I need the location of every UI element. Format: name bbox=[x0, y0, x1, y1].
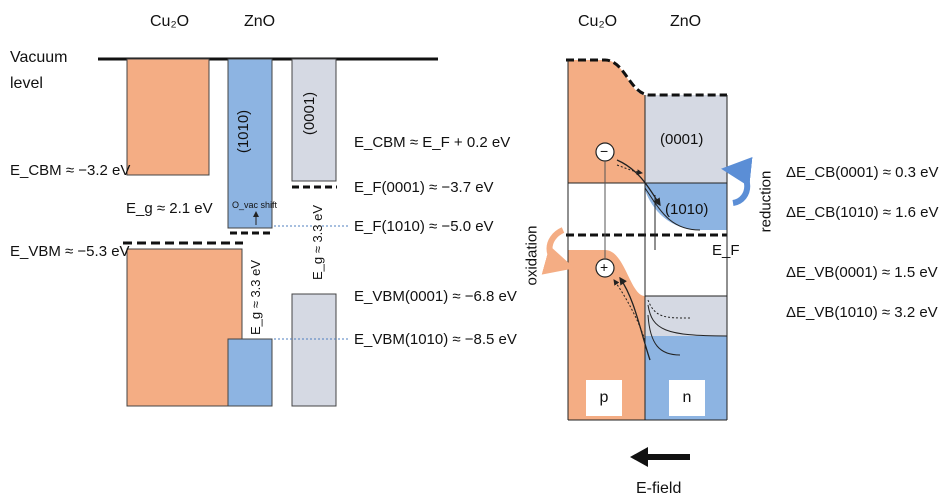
efield-label: E-field bbox=[636, 480, 682, 497]
ef-0001-label: E_F(0001) ≈ −3.7 eV bbox=[354, 179, 494, 196]
facet-0001-left: (0001) bbox=[301, 91, 319, 136]
left-cu2o-title: Cu₂O bbox=[150, 13, 190, 30]
oxidation-label: oxidation bbox=[523, 225, 541, 286]
right-facet-1010: (1010) bbox=[665, 201, 709, 218]
level-label: level bbox=[10, 75, 43, 92]
vb-bend-curve-1 bbox=[647, 299, 691, 319]
hole-sign: + bbox=[600, 259, 609, 275]
ecbm-label: E_CBM ≈ −3.2 eV bbox=[10, 162, 131, 179]
vb-bend-curve-2 bbox=[647, 304, 728, 337]
ecbm-zno-label: E_CBM ≈ E_F + 0.2 eV bbox=[354, 134, 511, 151]
cu2o-conduction-block bbox=[126, 58, 210, 176]
right-ef-label: E_F bbox=[712, 242, 740, 259]
oxidation-arrow bbox=[541, 227, 575, 275]
facet-1010-left: (1010) bbox=[235, 109, 253, 154]
reduction-label: reduction bbox=[757, 170, 775, 233]
cu2o-vb-region bbox=[568, 250, 645, 420]
cu2o-valence-block bbox=[126, 248, 243, 407]
p-label: p bbox=[586, 380, 622, 416]
electron-path-1 bbox=[616, 159, 661, 207]
electron-sign: − bbox=[600, 143, 609, 159]
cb-dashed-curve bbox=[566, 58, 727, 97]
band-bend-curve-1 bbox=[644, 187, 701, 231]
zno-1010-cb-region bbox=[645, 183, 727, 230]
ef-1010-label: E_F(1010) ≈ −5.0 eV bbox=[354, 218, 494, 235]
evbm-label: E_VBM ≈ −5.3 eV bbox=[10, 243, 130, 260]
electron-path-2 bbox=[616, 164, 643, 176]
right-cu2o-title: Cu₂O bbox=[578, 13, 618, 30]
zno-0001-conduction-block bbox=[291, 58, 337, 182]
eg-zno-1010-label: E_g ≈ 3.3 eV bbox=[248, 259, 264, 336]
right-facet-0001: (0001) bbox=[660, 131, 704, 148]
reduction-arrow bbox=[721, 156, 753, 206]
efield-arrow-head bbox=[630, 447, 648, 467]
zno-0001-cb-region bbox=[645, 95, 727, 183]
evbm-0001-label: E_VBM(0001) ≈ −6.8 eV bbox=[354, 288, 517, 305]
cu2o-cb-region bbox=[568, 60, 645, 183]
eg-cu2o-label: E_g ≈ 2.1 eV bbox=[126, 200, 213, 217]
dec-0001-label: ΔE_CB(0001) ≈ 0.3 eV bbox=[786, 164, 939, 181]
right-zno-title: ZnO bbox=[670, 13, 702, 30]
zno-0001-valence-block bbox=[291, 293, 337, 407]
n-label: n bbox=[669, 380, 705, 416]
zno-0001-vb-region bbox=[645, 296, 727, 336]
dev-1010-label: ΔE_VB(1010) ≈ 3.2 eV bbox=[786, 304, 938, 321]
hole-path-1 bbox=[619, 276, 651, 361]
dec-1010-label: ΔE_CB(1010) ≈ 1.6 eV bbox=[786, 204, 939, 221]
evbm-1010-label: E_VBM(1010) ≈ −8.5 eV bbox=[354, 331, 517, 348]
hole-path-2 bbox=[613, 279, 646, 341]
zno-1010-conduction-block bbox=[227, 58, 273, 229]
eg-zno-0001-label: E_g ≈ 3.3 eV bbox=[310, 204, 326, 281]
ovac-shift-label: O_vac shift bbox=[232, 200, 278, 210]
dev-0001-label: ΔE_VB(0001) ≈ 1.5 eV bbox=[786, 264, 938, 281]
zno-1010-valence-block bbox=[227, 338, 273, 407]
vacuum-label: Vacuum bbox=[10, 49, 68, 66]
vb-bend-curve-3 bbox=[647, 314, 681, 356]
left-zno-title: ZnO bbox=[244, 13, 276, 30]
